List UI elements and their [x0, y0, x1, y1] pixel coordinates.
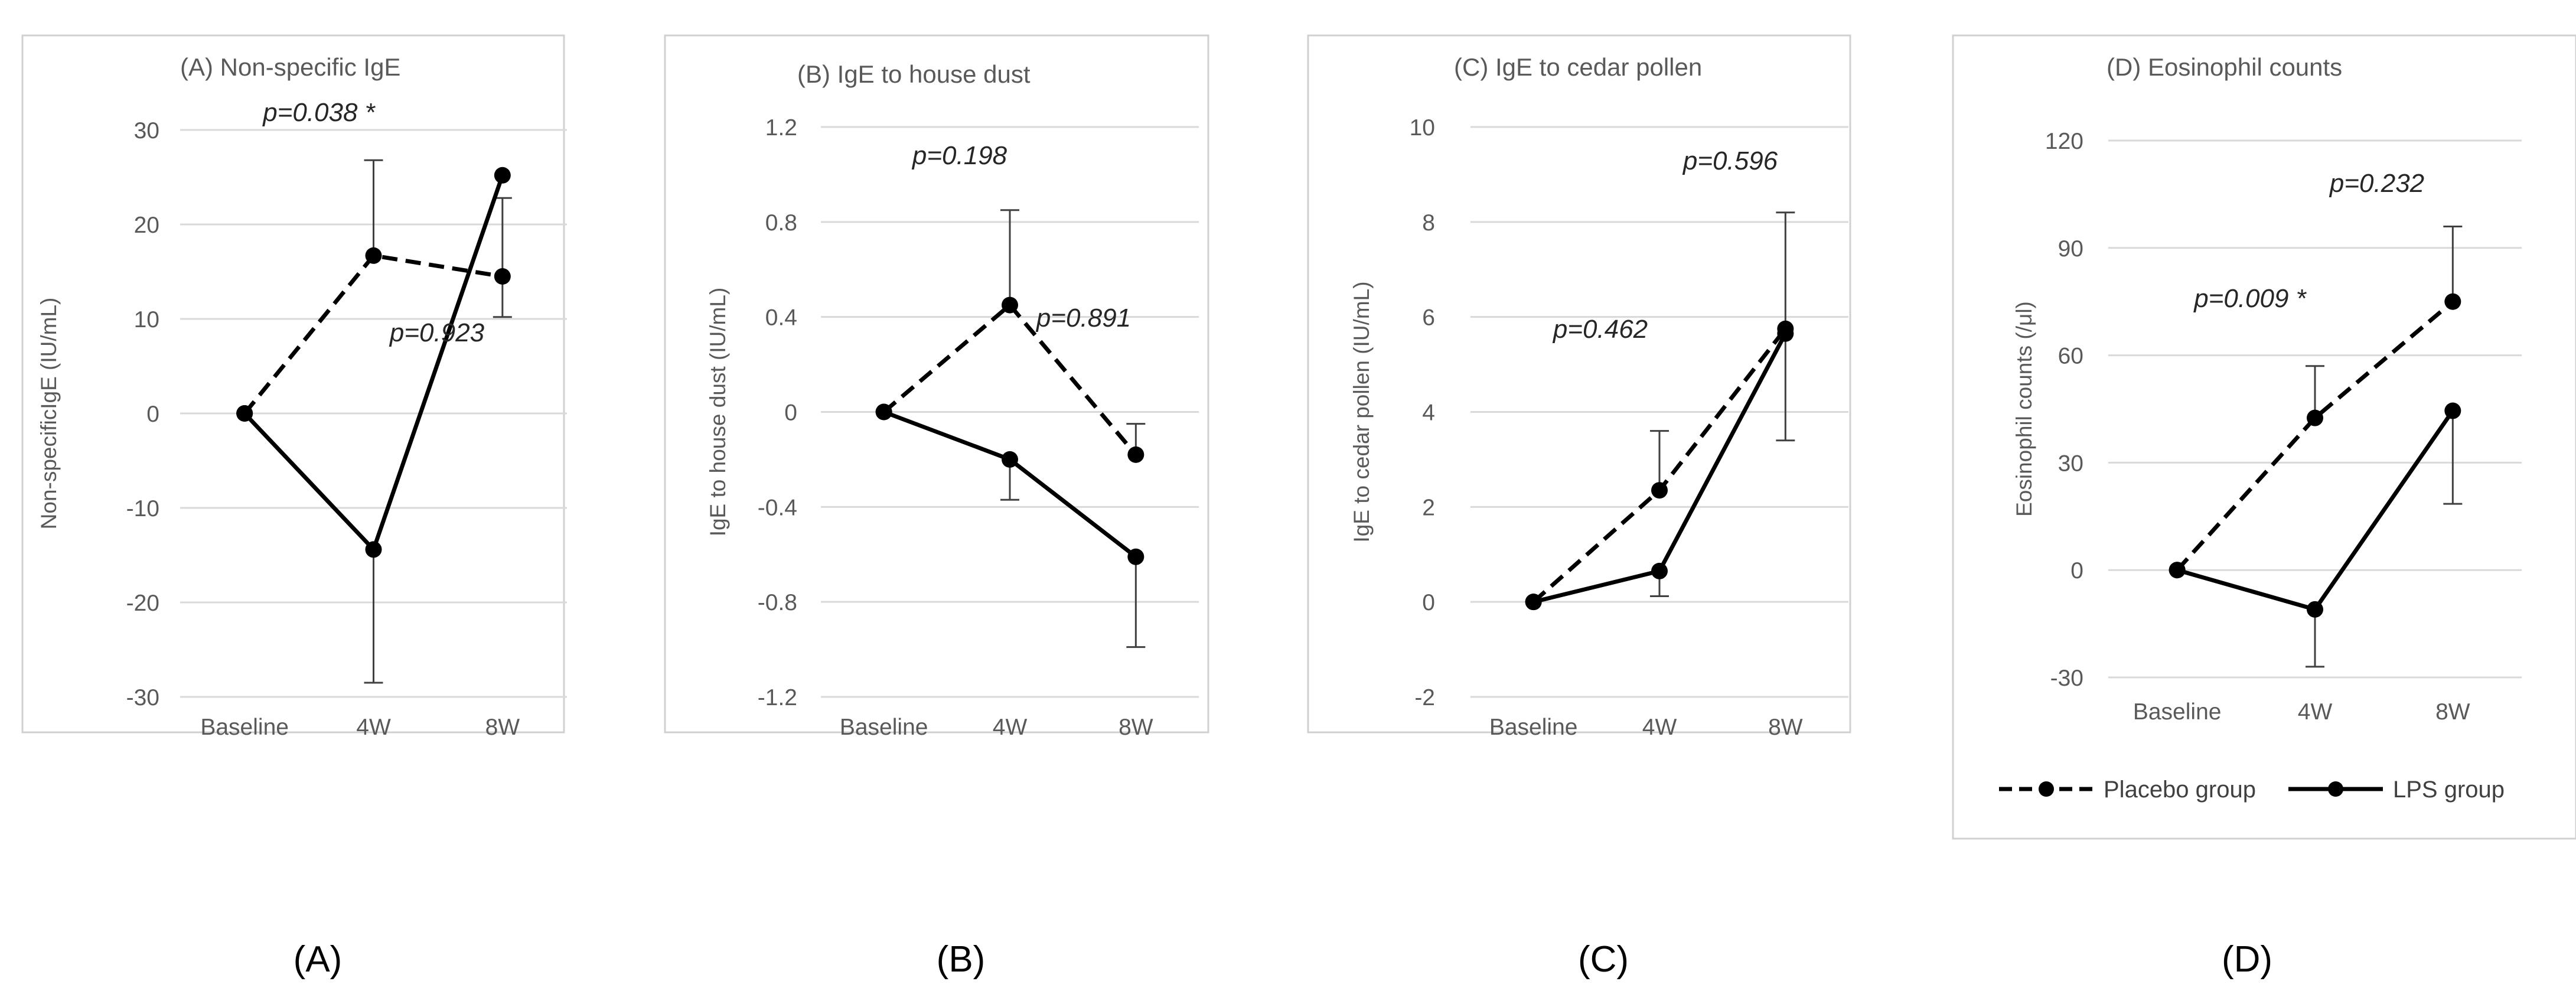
y-tick-label: 60	[2058, 344, 2083, 369]
panel-frame	[664, 34, 1209, 734]
x-tick-label: 8W	[2435, 699, 2470, 725]
p-value-annotation: p=0.891	[1035, 304, 1131, 333]
placebo-series-line	[882, 303, 1138, 457]
y-tick-label: -0.4	[758, 495, 797, 520]
x-tick-label: 8W	[1768, 715, 1803, 740]
y-tick-label: 0	[2070, 558, 2083, 584]
y-tick-label: 10	[134, 307, 159, 333]
placebo-data-point	[1651, 482, 1668, 499]
p-value-annotation: p=0.462	[1552, 315, 1648, 344]
panel-letter: (A)	[294, 939, 343, 980]
legend-placebo-label: Placebo group	[2104, 777, 2256, 803]
legend-lps-marker	[2328, 781, 2343, 797]
y-tick-label: -30	[126, 685, 159, 710]
chart-panel-d: (D) Eosinophil counts -30 0 30 60 90 120 Eosino…	[1952, 34, 2576, 840]
y-tick-label: 1.2	[765, 115, 797, 141]
x-tick-label: 8W	[485, 715, 520, 740]
lps-data-point	[1777, 325, 1794, 342]
chart-title: (D) Eosinophil counts	[2107, 53, 2342, 81]
chart-title: (B) IgE to house dust	[797, 60, 1031, 88]
p-value-annotation: p=0.198	[911, 141, 1007, 170]
y-axis-label: Eosinophil counts (/μl)	[2012, 301, 2036, 517]
legend-lps-label: LPS group	[2393, 777, 2505, 803]
panel-frame	[1307, 34, 1851, 734]
panel-frame	[21, 34, 565, 734]
placebo-data-point	[1002, 296, 1018, 314]
lps-data-point	[1651, 562, 1668, 579]
y-tick-label: 2	[1422, 495, 1435, 520]
y-tick-label: 90	[2058, 236, 2083, 262]
panel-letter: (D)	[2222, 939, 2272, 980]
y-tick-label: -10	[126, 496, 159, 521]
y-tick-label: -0.8	[758, 590, 797, 615]
y-tick-label: 120	[2045, 129, 2083, 154]
x-tick-label: 8W	[1119, 715, 1153, 740]
placebo-data-point	[2307, 409, 2323, 426]
lps-data-point	[236, 405, 253, 422]
panel-letter: (B)	[937, 939, 986, 980]
x-tick-label: 4W	[356, 715, 391, 740]
p-value-annotation: p=0.596	[1682, 146, 1778, 175]
y-tick-label: 0.8	[765, 210, 797, 236]
p-value-annotation: p=0.923	[389, 318, 485, 347]
x-tick-label: Baseline	[2133, 699, 2222, 725]
p-value-annotation: p=0.038 *	[262, 98, 376, 127]
lps-data-point	[2307, 601, 2323, 618]
x-tick-label: Baseline	[840, 715, 928, 740]
legend: Placebo group LPS group	[1999, 777, 2505, 803]
panel-letter: (C)	[1578, 939, 1629, 980]
chart-title: (C) IgE to cedar pollen	[1454, 53, 1702, 81]
y-tick-label: 0	[146, 402, 159, 427]
y-tick-label: 4	[1422, 400, 1435, 426]
lps-data-point	[2444, 402, 2461, 419]
placebo-data-point	[494, 268, 511, 285]
lps-data-point	[875, 403, 892, 420]
y-tick-label: 30	[134, 118, 159, 144]
chart-panel-c: (C) IgE to cedar pollen -2 0 2 4 6 8 10 IgE to c…	[1307, 34, 1851, 740]
y-tick-label: -30	[2050, 666, 2083, 691]
lps-data-point	[1525, 594, 1542, 611]
x-tick-label: 4W	[993, 715, 1028, 740]
legend-placebo-marker	[2039, 781, 2054, 797]
lps-data-point	[365, 541, 382, 558]
y-axis-label: IgE to house dust (IU/mL)	[706, 288, 730, 537]
p-value-annotation: p=0.009 *	[2193, 284, 2307, 313]
x-tick-label: 4W	[2298, 699, 2333, 725]
y-axis-label: Non-specificIgE (IU/mL)	[37, 298, 61, 530]
placebo-data-point	[2444, 293, 2461, 310]
lps-data-point	[2169, 562, 2186, 579]
panel-frame	[1952, 34, 2576, 840]
y-axis-label: IgE to cedar pollen (IU/mL)	[1349, 281, 1374, 542]
lps-data-point	[1002, 451, 1018, 468]
y-tick-label: -2	[1414, 685, 1435, 710]
chart-panel-a: (A) Non-specific IgE -30 -20 -10 0 10 20 30 Non-…	[21, 34, 567, 740]
placebo-data-point	[365, 247, 382, 264]
lps-data-point	[494, 167, 511, 184]
x-tick-label: Baseline	[200, 715, 289, 740]
chart-title: (A) Non-specific IgE	[180, 53, 400, 81]
placebo-data-point	[1127, 446, 1144, 463]
y-tick-label: 8	[1422, 210, 1435, 236]
y-tick-label: 6	[1422, 305, 1435, 331]
y-tick-label: 10	[1410, 115, 1435, 141]
chart-panel-b: (B) IgE to house dust -1.2 -0.8 -0.4 0 0.4 0.8…	[664, 34, 1209, 740]
lps-data-point	[1127, 548, 1144, 565]
y-tick-label: 20	[134, 213, 159, 238]
y-tick-label: -20	[126, 591, 159, 616]
y-tick-label: 0	[1422, 590, 1435, 615]
y-tick-label: 30	[2058, 451, 2083, 476]
x-tick-label: 4W	[1642, 715, 1677, 740]
y-tick-label: 0.4	[765, 305, 797, 331]
y-tick-label: 0	[784, 400, 797, 426]
p-value-annotation: p=0.232	[2329, 169, 2424, 198]
y-tick-label: -1.2	[758, 685, 797, 710]
x-tick-label: Baseline	[1489, 715, 1578, 740]
